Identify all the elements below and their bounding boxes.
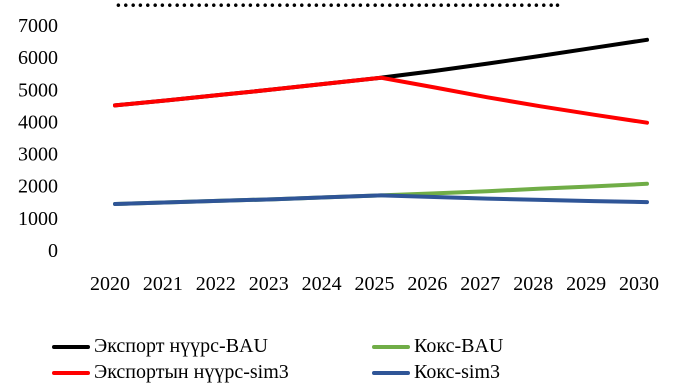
y-tick-label: 6000 <box>18 47 58 69</box>
y-tick-label: 5000 <box>18 79 58 101</box>
legend-item-export-bau: Экспорт нүүрс-BAU <box>52 335 268 358</box>
legend-item-coke-sim3: Кокс-sim3 <box>372 361 500 384</box>
y-tick-label: 1000 <box>18 208 58 230</box>
x-tick-label: 2021 <box>143 273 183 295</box>
y-tick-label: 3000 <box>18 144 58 166</box>
x-tick-label: 2025 <box>355 273 395 295</box>
x-tick-label: 2020 <box>90 273 130 295</box>
legend-swatch <box>52 344 90 349</box>
y-tick-label: 7000 <box>18 15 58 37</box>
x-tick-label: 2023 <box>249 273 289 295</box>
y-tick-label: 0 <box>48 240 58 262</box>
series-lines <box>113 37 649 206</box>
legend-item-coke-bau: Кокс-BAU <box>372 335 503 358</box>
legend-swatch <box>372 344 410 349</box>
x-axis-ticks: 2020 2021 2022 2023 2024 2025 2026 2027 2028 2029… <box>90 273 659 295</box>
x-tick-label: 2030 <box>619 273 659 295</box>
y-axis-ticks: 0 1000 2000 3000 4000 5000 6000 7000 <box>18 15 58 262</box>
y-tick-label: 2000 <box>18 176 58 198</box>
x-tick-label: 2022 <box>196 273 236 295</box>
legend-swatch <box>52 370 90 375</box>
series-line-3 <box>113 193 649 206</box>
series-line-1 <box>113 75 649 125</box>
x-tick-label: 2028 <box>513 273 553 295</box>
x-tick-label: 2026 <box>407 273 447 295</box>
x-tick-label: 2029 <box>566 273 606 295</box>
legend-label: Кокс-sim3 <box>414 361 500 383</box>
y-tick-label: 4000 <box>18 111 58 133</box>
legend-label: Экспортын нүүрс-sim3 <box>94 361 289 383</box>
chart-title: ……………………………………………………. <box>0 0 675 13</box>
legend-label: Кокс-BAU <box>414 335 504 357</box>
legend-label: Экспорт нүүрс-BAU <box>94 335 268 357</box>
x-tick-label: 2024 <box>302 273 342 295</box>
legend-swatch <box>372 370 410 375</box>
x-tick-label: 2027 <box>460 273 500 295</box>
legend-item-export-sim3: Экспортын нүүрс-sim3 <box>52 361 289 384</box>
